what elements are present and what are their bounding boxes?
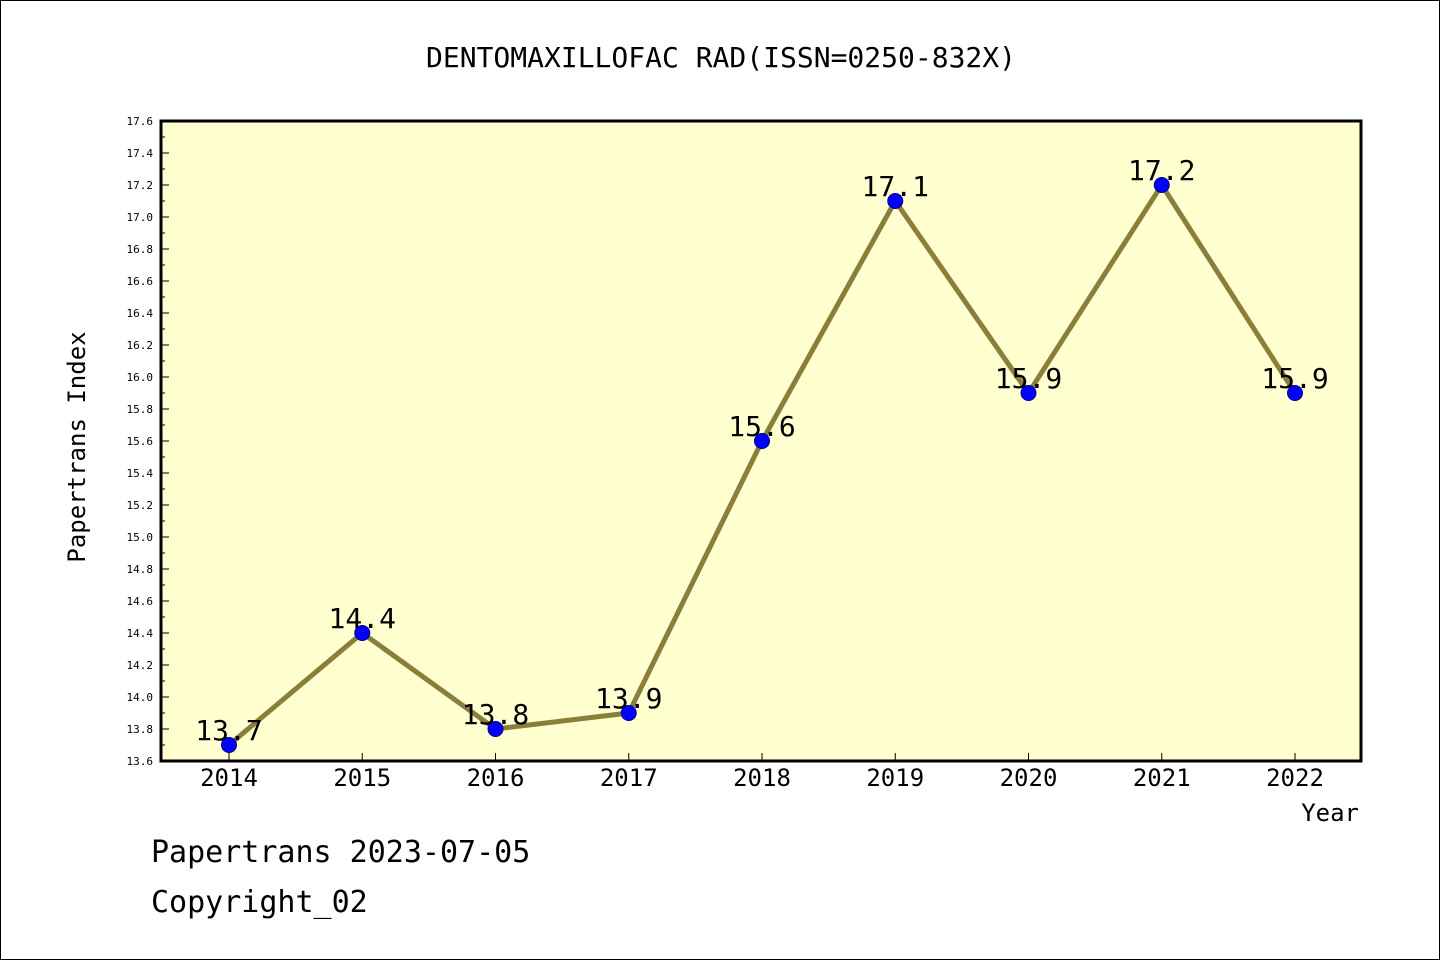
y-tick-label: 17.6: [127, 115, 154, 128]
data-point-label: 17.1: [862, 170, 929, 203]
data-point-label: 14.4: [329, 602, 396, 635]
x-axis-label: Year: [1301, 799, 1359, 827]
data-point-marker: [487, 721, 504, 737]
y-axis-ticks: 13.6 13.8 14.0 14.2 14.4 14.6 14.8 15.0 15.2 15.4…: [127, 115, 169, 768]
y-axis-label: Papertrans Index: [63, 331, 91, 562]
data-point-label: 13.7: [195, 714, 262, 747]
y-tick-label: 16.8: [127, 243, 154, 256]
y-tick-label: 17.2: [127, 179, 154, 192]
y-tick-label: 15.0: [127, 531, 154, 544]
data-point-label: 15.9: [1261, 362, 1328, 395]
x-tick-label: 2022: [1266, 764, 1324, 792]
data-point-marker: [354, 625, 371, 641]
data-point-label: 15.6: [728, 410, 795, 443]
x-tick-label: 2014: [200, 764, 258, 792]
y-tick-label: 16.6: [127, 275, 154, 288]
y-tick-label: 14.0: [127, 691, 154, 704]
y-tick-label: 13.6: [127, 755, 154, 768]
footer-date: Papertrans 2023-07-05: [151, 835, 531, 870]
x-tick-label: 2020: [1000, 764, 1058, 792]
y-tick-label: 16.4: [127, 307, 154, 320]
y-tick-label: 14.6: [127, 595, 154, 608]
x-axis-ticks: 2014 2015 2016 2017 2018 2019 2020 2021 2022: [200, 753, 1324, 792]
y-tick-label: 14.4: [127, 627, 154, 640]
y-tick-label: 14.2: [127, 659, 154, 672]
footer-copyright: Copyright_02: [151, 885, 368, 920]
data-point-marker: [1287, 385, 1303, 401]
data-point-label: 15.9: [995, 362, 1062, 395]
data-point-label: 13.8: [462, 698, 529, 731]
x-tick-label: 2016: [467, 764, 525, 792]
data-point-label: 17.2: [1128, 154, 1195, 187]
chart-title: DENTOMAXILLOFAC RAD(ISSN=0250-832X): [426, 41, 1016, 74]
y-tick-label: 15.2: [127, 499, 154, 512]
y-tick-label: 17.0: [127, 211, 154, 224]
x-tick-label: 2018: [733, 764, 791, 792]
data-points: [221, 177, 1303, 753]
x-tick-label: 2021: [1133, 764, 1191, 792]
data-labels: 13.7 14.4 13.8 13.9 15.6 17.1 15.9 17.2 15.9: [195, 154, 1328, 747]
data-point-marker: [1153, 177, 1170, 193]
y-tick-label: 17.4: [127, 147, 154, 160]
x-tick-label: 2017: [600, 764, 658, 792]
x-tick-label: 2015: [333, 764, 391, 792]
y-tick-label: 14.8: [127, 563, 154, 576]
data-point-marker: [221, 737, 237, 753]
plot-border: [159, 119, 1363, 763]
data-point-marker: [620, 705, 637, 721]
y-tick-label: 15.6: [127, 435, 154, 448]
data-point-marker: [1020, 385, 1037, 401]
y-tick-label: 13.8: [127, 723, 154, 736]
y-tick-label: 15.4: [127, 467, 154, 480]
data-point-label: 13.9: [595, 682, 662, 715]
x-tick-label: 2019: [866, 764, 924, 792]
data-point-marker: [754, 433, 770, 449]
y-tick-label: 16.0: [127, 371, 154, 384]
y-tick-label: 15.8: [127, 403, 154, 416]
y-tick-label: 16.2: [127, 339, 154, 352]
data-point-marker: [887, 193, 904, 209]
